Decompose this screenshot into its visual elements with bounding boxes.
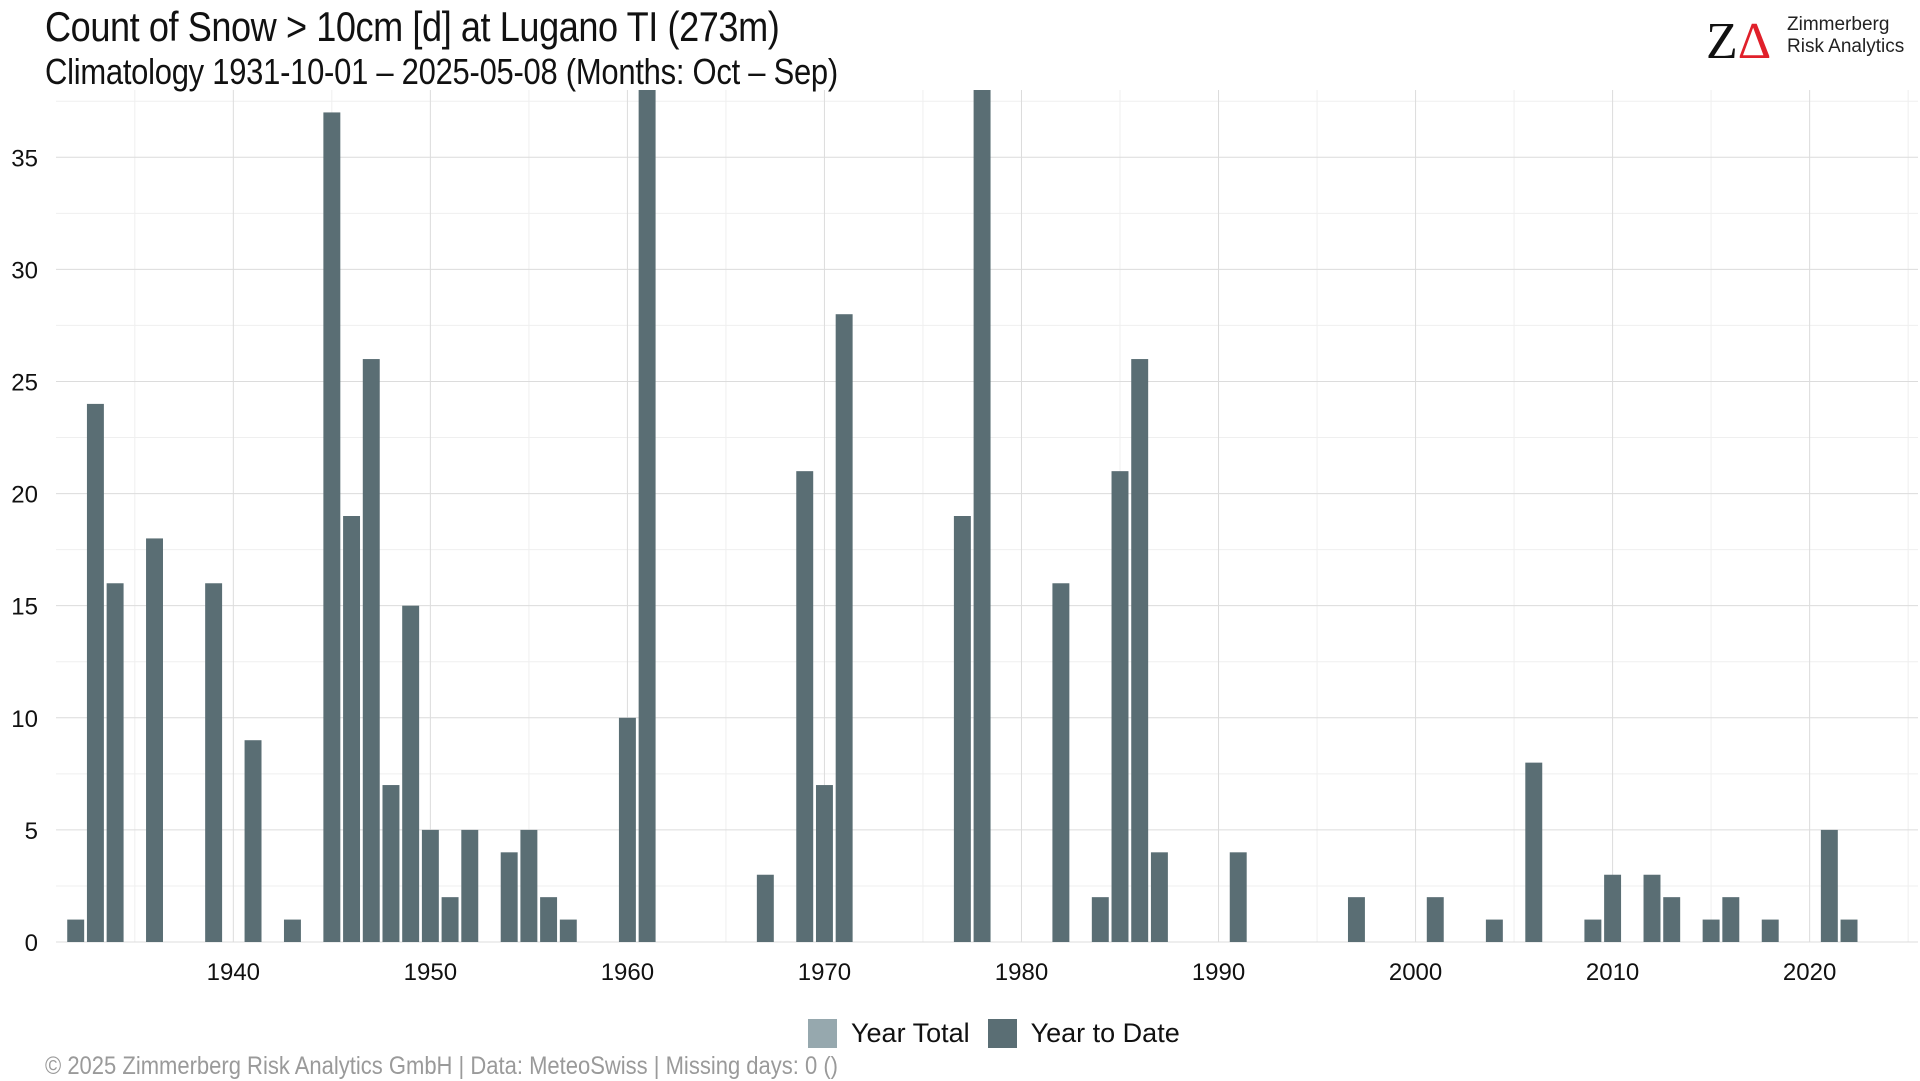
- bar: [1663, 897, 1681, 942]
- legend: Year Total Year to Date: [808, 1016, 1198, 1050]
- bar: [756, 874, 774, 942]
- bar: [1840, 919, 1858, 942]
- bar: [1111, 471, 1129, 942]
- bar: [638, 90, 656, 942]
- bar: [1702, 919, 1720, 942]
- bar: [815, 785, 833, 942]
- y-tick-label: 20: [11, 482, 38, 509]
- chart-title: Count of Snow > 10cm [d] at Lugano TI (2…: [45, 3, 780, 50]
- y-tick-label: 10: [11, 706, 38, 733]
- bar: [362, 359, 380, 943]
- bar: [973, 90, 991, 942]
- bar: [618, 717, 636, 942]
- y-axis-tick-labels: 0 5 10 15 20 25 30 35: [11, 145, 38, 957]
- y-tick-label: 30: [11, 257, 38, 284]
- bar: [559, 919, 577, 942]
- y-tick-label: 35: [11, 145, 38, 172]
- logo-letter-delta: Δ: [1738, 13, 1771, 68]
- bar: [67, 919, 85, 942]
- bar: [953, 516, 971, 942]
- bar: [421, 829, 439, 942]
- bar: [835, 314, 853, 942]
- bar: [1426, 897, 1444, 942]
- x-tick-label: 1980: [995, 959, 1048, 986]
- bar: [1229, 852, 1247, 942]
- legend-item-year-total: Year Total: [808, 1018, 970, 1049]
- logo-mark-icon: ZΔ: [1706, 13, 1771, 68]
- bar: [106, 583, 124, 942]
- bar: [1347, 897, 1365, 942]
- y-tick-label: 25: [11, 369, 38, 396]
- bar: [402, 605, 420, 942]
- bar: [520, 829, 538, 942]
- bar: [1525, 762, 1543, 942]
- bar: [1150, 852, 1168, 942]
- bar: [382, 785, 400, 942]
- x-tick-label: 2000: [1389, 959, 1442, 986]
- bar: [1052, 583, 1070, 942]
- copyright-caption: © 2025 Zimmerberg Risk Analytics GmbH | …: [45, 1052, 838, 1080]
- x-tick-label: 2010: [1586, 959, 1639, 986]
- bar: [205, 583, 223, 942]
- logo-line-1: Zimmerberg: [1787, 14, 1890, 35]
- legend-swatch-year-total: [808, 1018, 837, 1048]
- legend-swatch-year-to-date: [987, 1018, 1017, 1048]
- legend-label-year-total: Year Total: [851, 1017, 970, 1048]
- bar: [343, 516, 361, 942]
- bar: [1584, 919, 1602, 942]
- bar: [461, 829, 479, 942]
- bar: [500, 852, 518, 942]
- bar: [540, 897, 558, 942]
- bar: [1131, 359, 1149, 943]
- bars: [67, 90, 1858, 943]
- bar: [86, 403, 104, 942]
- bar: [244, 740, 262, 942]
- chart-subtitle: Climatology 1931-10-01 – 2025-05-08 (Mon…: [45, 51, 838, 92]
- x-tick-label: 1990: [1192, 959, 1245, 986]
- x-tick-label: 1960: [601, 959, 654, 986]
- bar: [1761, 919, 1779, 942]
- bar: [283, 919, 301, 942]
- logo-text: Zimmerberg Risk Analytics: [1787, 14, 1904, 58]
- x-tick-label: 1950: [404, 959, 457, 986]
- company-logo: ZΔ Zimmerberg Risk Analytics: [1706, 8, 1906, 68]
- bar: [1643, 874, 1661, 942]
- y-tick-label: 5: [25, 818, 38, 845]
- bar: [1722, 897, 1740, 942]
- bar: [1820, 829, 1838, 942]
- logo-line-2: Risk Analytics: [1787, 36, 1905, 57]
- x-axis-tick-labels: 1940 1950 1960 1970 1980 1990 2000 2010 2020: [207, 959, 1837, 986]
- bar: [1604, 874, 1622, 942]
- y-tick-label: 15: [11, 594, 38, 621]
- legend-item-year-to-date: Year to Date: [987, 1017, 1180, 1049]
- bar: [796, 471, 814, 942]
- bar: [323, 112, 341, 943]
- y-tick-label: 0: [25, 930, 38, 957]
- bar: [1485, 919, 1503, 942]
- bar-chart: 0 5 10 15 20 25 30 35 1940 1950 1960 1970 1980 1990 2…: [11, 90, 1918, 986]
- legend-label-year-to-date: Year to Date: [1030, 1017, 1180, 1048]
- logo-letters: ZΔ: [1706, 13, 1771, 68]
- bar: [441, 897, 459, 942]
- x-tick-label: 1940: [207, 959, 260, 986]
- logo-letter-z: Z: [1706, 13, 1738, 68]
- x-tick-label: 1970: [798, 959, 851, 986]
- bar: [146, 538, 163, 942]
- bar: [1091, 897, 1109, 942]
- x-tick-label: 2020: [1783, 959, 1836, 986]
